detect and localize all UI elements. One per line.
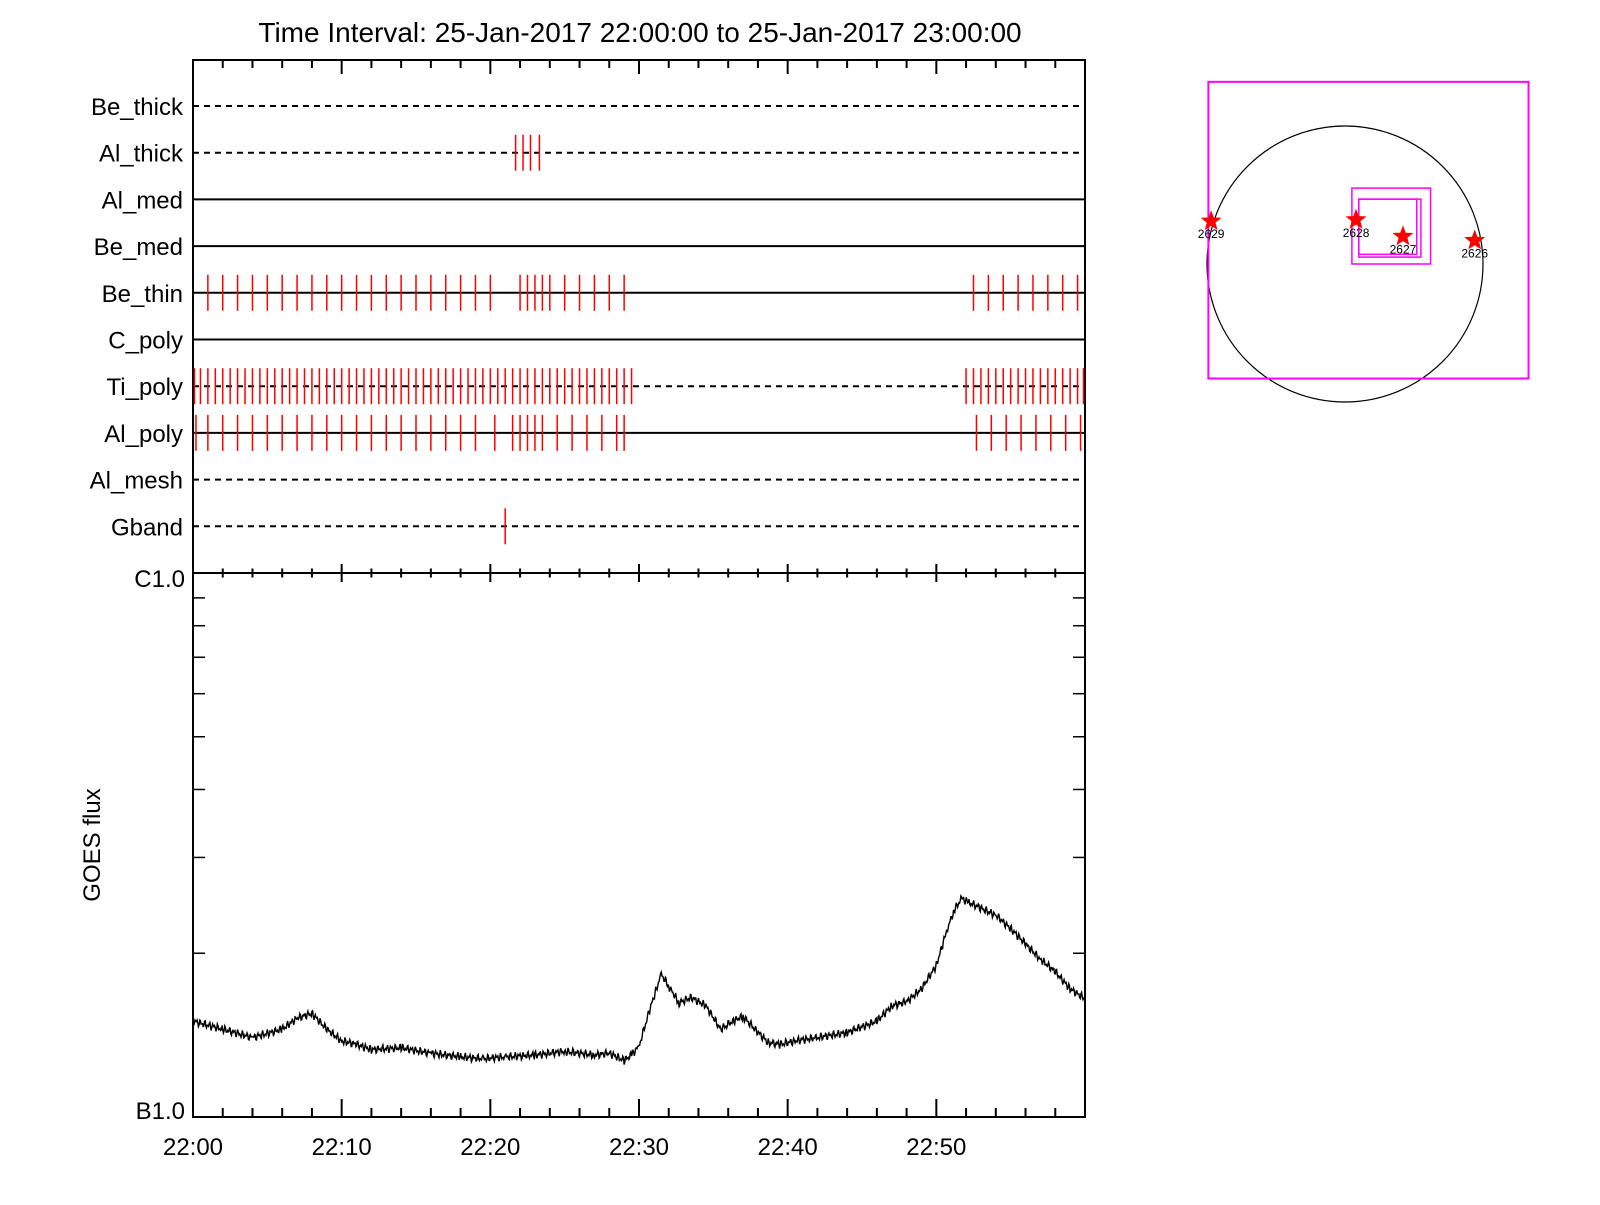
chart-title: Time Interval: 25-Jan-2017 22:00:00 to 2… — [258, 17, 1021, 48]
y-tick-label: C1.0 — [134, 566, 185, 593]
field-of-view-box — [1207, 80, 1530, 380]
active-region-star — [1345, 208, 1367, 229]
x-tick-label: 22:30 — [609, 1134, 669, 1161]
row-label: C_poly — [108, 328, 183, 355]
row-label: Al_poly — [104, 421, 183, 448]
row-label: Ti_poly — [107, 374, 183, 401]
active-region-label: 2627 — [1390, 242, 1417, 256]
active-region-star — [1464, 229, 1486, 250]
timeline-row-al-thick: Al_thick — [99, 134, 1085, 171]
x-tick-label: 22:20 — [460, 1134, 520, 1161]
timeline-row-be-thick: Be_thick — [91, 94, 1085, 121]
active-region-2628: 2628 — [1343, 208, 1370, 240]
x-tick-label: 22:40 — [758, 1134, 818, 1161]
goes-frame — [192, 572, 1086, 1118]
timeline-row-al-med: Al_med — [102, 187, 1085, 214]
row-label: Gband — [111, 514, 183, 541]
row-label: Be_med — [94, 234, 183, 261]
y-tick-label: B1.0 — [136, 1098, 185, 1125]
timeline-row-ti-poly: Ti_poly — [107, 368, 1085, 405]
active-region-star — [1200, 210, 1222, 231]
row-label: Al_mesh — [90, 468, 183, 495]
timeline-row-c-poly: C_poly — [108, 328, 1085, 355]
solar-disk-panel: 2629 2628 2627 2626 — [1198, 80, 1530, 403]
timeline-row-al-poly: Al_poly — [104, 414, 1085, 451]
timeline-row-gband: Gband — [111, 508, 1085, 545]
timeline-row-al-mesh: Al_mesh — [90, 468, 1085, 495]
active-region-2627: 2627 — [1390, 225, 1417, 256]
timeline-row-be-med: Be_med — [94, 234, 1085, 261]
row-label: Al_med — [102, 187, 183, 214]
timeline-row-be-thin: Be_thin — [102, 274, 1085, 311]
active-region-label: 2628 — [1343, 226, 1370, 240]
active-region-2629: 2629 — [1198, 210, 1225, 241]
timeline-frame — [192, 59, 1086, 574]
x-tick-label: 22:50 — [906, 1134, 966, 1161]
event-timeline-panel: Be_thick Al_thick Al_med Be_med Be_thin C_pol… — [90, 59, 1086, 574]
y-axis-label: GOES flux — [79, 788, 106, 901]
active-region-2626: 2626 — [1461, 229, 1488, 261]
field-of-view-box — [1358, 198, 1418, 256]
solar-disk — [1206, 125, 1484, 403]
active-region-label: 2629 — [1198, 227, 1225, 241]
row-label: Al_thick — [99, 141, 184, 168]
active-region-star — [1392, 225, 1414, 246]
row-label: Be_thick — [91, 94, 184, 121]
active-region-label: 2626 — [1461, 247, 1488, 261]
x-tick-label: 22:10 — [312, 1134, 372, 1161]
x-tick-label: 22:00 — [163, 1134, 223, 1161]
goes-flux-panel: 22:00 22:10 22:20 22:30 22:40 22:50 C1.0 B1.0 GO… — [79, 564, 1086, 1161]
row-label: Be_thin — [102, 281, 183, 308]
goes-flux-line — [192, 893, 1086, 1065]
